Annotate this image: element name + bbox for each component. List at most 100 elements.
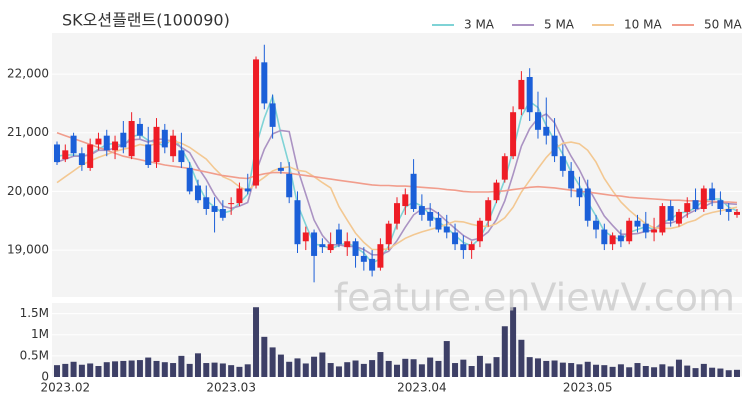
candle-body <box>651 229 658 233</box>
volume-bar <box>684 365 691 377</box>
candle-body <box>244 188 251 192</box>
legend-label: 3 MA <box>464 18 495 32</box>
volume-bar <box>327 363 334 377</box>
volume-bar <box>435 360 442 377</box>
candle-body <box>302 232 309 242</box>
candle-body <box>460 244 467 251</box>
volume-bar <box>559 362 566 377</box>
candle-body <box>526 77 533 113</box>
candle-body <box>675 211 682 224</box>
y-tick-label: 1M <box>31 327 49 341</box>
candle-body <box>78 153 85 165</box>
volume-bar <box>194 353 201 377</box>
volume-bar <box>468 366 475 377</box>
candle-body <box>136 123 143 136</box>
candle-body <box>170 135 177 157</box>
candle-body <box>394 203 400 224</box>
volume-bar <box>203 363 210 377</box>
volume-bar <box>501 326 508 377</box>
candle-body <box>319 244 326 248</box>
candle-body <box>452 232 459 245</box>
volume-bar <box>659 364 666 377</box>
volume-bar <box>534 358 541 377</box>
candle-body <box>593 220 600 230</box>
volume-bar <box>709 367 716 377</box>
candle-body <box>161 129 168 148</box>
candle-body <box>203 197 210 209</box>
candle-body <box>485 200 492 221</box>
candle-body <box>543 126 550 136</box>
volume-bar <box>410 359 417 377</box>
volume-bar <box>277 354 284 377</box>
candle-body <box>493 182 500 201</box>
y-tick-label: 20,000 <box>7 184 49 198</box>
candle-body <box>70 135 77 154</box>
candle-body <box>667 206 674 221</box>
candle-body <box>717 200 724 209</box>
volume-bar <box>551 360 558 377</box>
volume-bar <box>593 364 600 377</box>
volume-bar <box>394 364 400 377</box>
candle-body <box>435 217 442 230</box>
candle-body <box>112 141 119 151</box>
volume-bar <box>352 360 359 377</box>
volume-bar <box>675 359 682 377</box>
candle-body <box>128 121 135 157</box>
volume-bar <box>476 355 483 377</box>
candle-body <box>427 211 434 221</box>
volume-bar <box>228 365 235 377</box>
volume-bar <box>145 357 152 377</box>
volume-bar <box>136 360 143 377</box>
volume-bar <box>120 360 127 377</box>
volume-bar <box>617 364 624 377</box>
volume-bar <box>634 363 641 377</box>
volume-bar <box>518 339 525 377</box>
candle-body <box>601 229 608 245</box>
volume-bar <box>112 361 119 377</box>
candle-body <box>344 241 351 248</box>
candle-body <box>253 59 260 186</box>
volume-bar <box>62 363 69 377</box>
volume-bar <box>286 361 293 377</box>
candle-body <box>659 206 666 233</box>
candle-body <box>62 150 69 160</box>
candle-body <box>559 156 566 171</box>
volume-bar <box>734 369 740 377</box>
volume-bar <box>319 352 326 377</box>
y-tick-label: 21,000 <box>7 125 49 139</box>
candle-body <box>584 188 591 221</box>
candle-body <box>443 226 450 233</box>
volume-bar <box>443 341 450 377</box>
candle-body <box>725 209 732 212</box>
candle-body <box>294 200 301 245</box>
candle-body <box>352 241 359 256</box>
volume-bar <box>584 361 591 377</box>
volume-bar <box>344 362 351 377</box>
candle-body <box>700 188 707 209</box>
x-tick-label: 2023.02 <box>40 381 90 395</box>
candle-body <box>568 170 575 189</box>
candle-body <box>54 144 60 163</box>
volume-bar <box>700 363 707 377</box>
volume-bar <box>78 364 85 377</box>
volume-bar <box>236 366 243 377</box>
candle-body <box>194 185 201 201</box>
volume-bar <box>161 362 168 377</box>
candle-body <box>534 112 541 130</box>
volume-bar <box>269 347 276 377</box>
candle-body <box>269 103 276 127</box>
volume-bar <box>360 363 367 377</box>
volume-bar <box>526 357 533 377</box>
candle-body <box>236 188 243 204</box>
candle-body <box>576 188 583 198</box>
watermark: feature.enViewV.com <box>334 276 735 320</box>
candle-body <box>369 258 376 271</box>
volume-bar <box>253 307 260 377</box>
candle-body <box>385 223 392 245</box>
volume-bar <box>651 367 658 377</box>
candle-body <box>261 62 268 104</box>
candle-body <box>684 203 691 212</box>
candle-body <box>145 144 152 165</box>
volume-bar <box>261 336 268 377</box>
